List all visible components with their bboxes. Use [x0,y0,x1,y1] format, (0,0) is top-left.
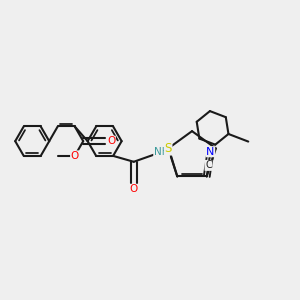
Text: S: S [164,142,172,155]
Text: C: C [205,160,212,170]
Text: NH: NH [154,147,169,157]
Text: O: O [130,184,138,194]
Text: N: N [206,147,214,157]
Text: O: O [70,151,79,161]
Text: O: O [107,136,115,146]
